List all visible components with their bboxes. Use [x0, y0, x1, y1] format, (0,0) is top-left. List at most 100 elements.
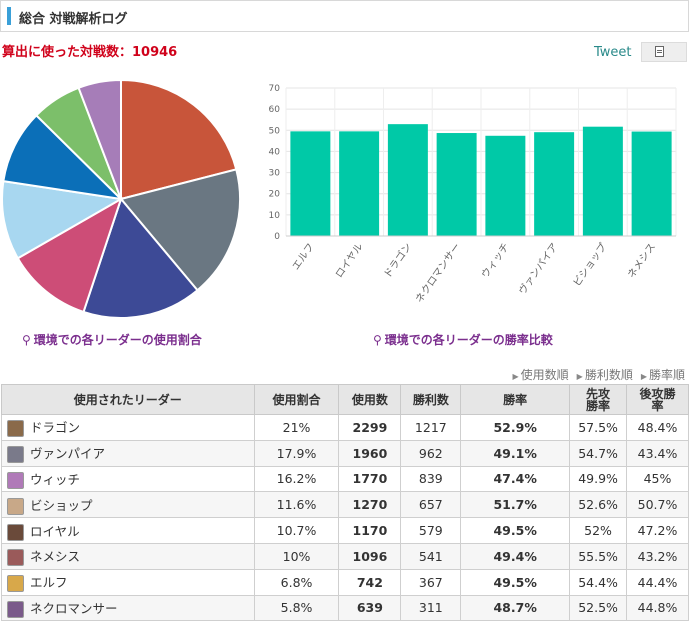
leader-avatar: [7, 497, 24, 515]
leader-cell: ウィッチ: [1, 465, 255, 493]
location-pin-icon: ⚲: [373, 333, 382, 347]
second-winrate-cell: 43.4%: [626, 439, 689, 467]
second-winrate-cell: 44.4%: [626, 568, 689, 596]
bar: [485, 135, 526, 236]
sort-by-winrate-link[interactable]: ▶ 勝率順: [641, 366, 685, 383]
leader-cell: ネメシス: [1, 542, 255, 570]
col-wins: 勝利数: [400, 384, 462, 415]
wins-cell: 367: [400, 568, 462, 596]
uses-cell: 1270: [338, 491, 402, 519]
table-row: ウィッチ 16.2% 1770 839 47.4% 49.9% 45%: [1, 465, 689, 493]
second-winrate-cell: 45%: [626, 465, 689, 493]
first-winrate-cell: 54.4%: [569, 568, 628, 596]
leader-avatar: [7, 420, 24, 438]
y-tick-label: 0: [274, 232, 280, 242]
pie-slice: [2, 113, 124, 201]
col-winrate: 勝率: [460, 384, 571, 415]
bar: [534, 132, 575, 236]
first-winrate-cell: 52.6%: [569, 491, 628, 519]
triangle-right-icon: ▶: [576, 372, 583, 381]
leader-avatar: [7, 471, 24, 489]
winrate-cell: 49.4%: [460, 542, 571, 570]
x-tick-label: ロイヤル: [334, 241, 366, 280]
pie-slice: [16, 196, 123, 314]
table-row: ドラゴン 21% 2299 1217 52.9% 57.5% 48.4%: [1, 414, 689, 441]
y-tick-label: 10: [269, 211, 281, 221]
pie-slice: [77, 78, 122, 200]
x-tick-label: ネメシス: [625, 241, 658, 281]
first-winrate-cell: 49.9%: [569, 465, 628, 493]
uses-cell: 1170: [338, 517, 402, 544]
share-cell: 21%: [253, 414, 340, 441]
y-tick-label: 70: [269, 84, 281, 94]
wins-cell: 541: [400, 542, 462, 570]
pie-slice: [119, 168, 241, 292]
pie-caption: ⚲ 環境での各リーダーの使用割合: [22, 331, 202, 348]
wins-cell: 579: [400, 517, 462, 544]
share-cell: 11.6%: [253, 491, 340, 519]
page-header: 総合 対戦解析ログ: [0, 0, 689, 32]
table-row: ロイヤル 10.7% 1170 579 49.5% 52% 47.2%: [1, 517, 689, 544]
pie-caption-text: 環境での各リーダーの使用割合: [33, 333, 202, 347]
tweet-button[interactable]: Tweet: [594, 45, 632, 60]
col-uses: 使用数: [338, 384, 402, 415]
leader-cell: エルフ: [1, 568, 255, 596]
leader-name: ビショップ: [30, 497, 93, 513]
leader-name: ロイヤル: [30, 523, 80, 539]
wins-cell: 1217: [400, 414, 462, 441]
first-winrate-cell: 54.7%: [569, 439, 628, 467]
first-winrate-cell: 52.5%: [569, 594, 628, 622]
x-tick-label: エルフ: [291, 241, 317, 272]
table-header-row: 使用されたリーダー 使用割合 使用数 勝利数 勝率 先攻勝率 後攻勝率: [1, 384, 689, 415]
table-row: エルフ 6.8% 742 367 49.5% 54.4% 44.4%: [1, 568, 689, 596]
second-winrate-cell: 47.2%: [626, 517, 689, 544]
bar: [339, 131, 380, 236]
table-row: ネメシス 10% 1096 541 49.4% 55.5% 43.2%: [1, 542, 689, 570]
bar: [387, 124, 428, 236]
table-row: ビショップ 11.6% 1270 657 51.7% 52.6% 50.7%: [1, 491, 689, 519]
x-tick-label: ウィッチ: [479, 241, 512, 281]
share-button[interactable]: [641, 42, 687, 62]
leader-name: エルフ: [30, 575, 68, 591]
uses-cell: 639: [338, 594, 402, 622]
second-winrate-cell: 43.2%: [626, 542, 689, 570]
leader-name: ウィッチ: [30, 471, 81, 487]
location-pin-icon: ⚲: [22, 333, 31, 347]
winrate-cell: 51.7%: [460, 491, 571, 519]
sort-by-wins-label: 勝利数順: [584, 368, 633, 382]
col-share: 使用割合: [253, 384, 340, 415]
leader-avatar: [7, 575, 24, 593]
usage-pie-chart: [1, 78, 241, 319]
battle-count: 算出に使った対戦数：10946: [2, 45, 178, 60]
second-winrate-cell: 44.8%: [626, 594, 689, 622]
col-leader: 使用されたリーダー: [1, 384, 255, 415]
sort-by-uses-label: 使用数順: [520, 368, 569, 382]
y-tick-label: 20: [269, 190, 281, 200]
leader-cell: ネクロマンサー: [1, 594, 255, 622]
winrate-cell: 49.1%: [460, 439, 571, 467]
winrate-cell: 52.9%: [460, 414, 571, 441]
share-cell: 6.8%: [253, 568, 340, 596]
second-winrate-cell: 50.7%: [626, 491, 689, 519]
sort-by-wins-link[interactable]: ▶ 勝利数順: [577, 366, 633, 383]
wins-cell: 311: [400, 594, 462, 622]
share-cell: 16.2%: [253, 465, 340, 493]
sort-by-uses-link[interactable]: ▶ 使用数順: [512, 366, 568, 383]
sort-by-winrate-label: 勝率順: [648, 368, 685, 382]
uses-cell: 1770: [338, 465, 402, 493]
first-winrate-cell: 52%: [569, 517, 628, 544]
uses-cell: 2299: [338, 414, 402, 441]
x-tick-label: ドラゴン: [381, 240, 415, 280]
first-winrate-cell: 57.5%: [569, 414, 628, 441]
leader-cell: ビショップ: [1, 491, 255, 519]
leader-name: ネクロマンサー: [30, 600, 118, 616]
table-row: ネクロマンサー 5.8% 639 311 48.7% 52.5% 44.8%: [1, 594, 689, 622]
leader-cell: ロイヤル: [1, 517, 255, 544]
wins-cell: 657: [400, 491, 462, 519]
share-cell: 5.8%: [253, 594, 340, 622]
table-row: ヴァンパイア 17.9% 1960 962 49.1% 54.7% 43.4%: [1, 439, 689, 467]
uses-cell: 742: [338, 568, 402, 596]
x-tick-label: ビショップ: [571, 241, 610, 289]
col-first-winrate: 先攻勝率: [569, 384, 628, 415]
pie-slice: [1, 179, 124, 260]
